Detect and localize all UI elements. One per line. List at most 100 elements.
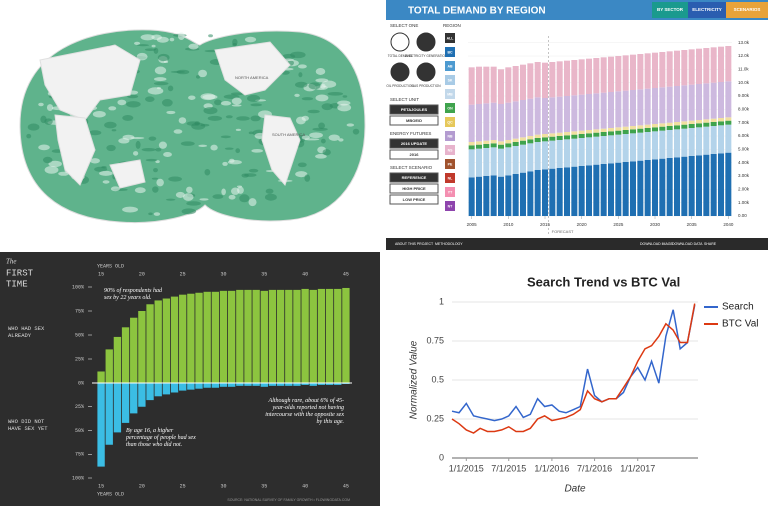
option-button[interactable] (389, 149, 439, 160)
bar-segment (688, 84, 695, 121)
region-button[interactable] (445, 187, 455, 197)
region-button[interactable] (445, 201, 455, 211)
bar-segment (607, 135, 615, 164)
bar-segment (563, 96, 571, 132)
x-tick-label: 2015 (540, 222, 551, 227)
tab[interactable] (652, 2, 688, 18)
region-button[interactable] (445, 173, 455, 183)
map-texture (173, 129, 183, 134)
footer-link[interactable]: ABOUT THIS PROJECT (395, 242, 434, 246)
option-label: 2016 (410, 152, 420, 157)
bar-segment (549, 133, 556, 137)
bar-segment (607, 131, 615, 136)
tab[interactable] (688, 2, 726, 18)
map-texture (315, 154, 327, 159)
map-texture (248, 198, 257, 207)
bar (268, 383, 277, 386)
bar-segment (483, 103, 490, 141)
region-label: BC (447, 50, 453, 54)
bar-segment (725, 152, 732, 216)
bar-segment (475, 141, 483, 145)
bar-segment (725, 117, 732, 121)
bar (268, 289, 277, 383)
x-tick-label: 25 (180, 483, 186, 489)
map-texture (202, 94, 218, 100)
bar (252, 289, 260, 383)
footer-link[interactable]: DOWNLOAD IMAGE (640, 242, 674, 246)
region-button[interactable] (445, 159, 455, 169)
bar-segment (629, 54, 637, 90)
option-button[interactable] (389, 138, 439, 149)
bar-segment (600, 128, 607, 132)
bar-segment (534, 134, 541, 138)
map-texture (40, 115, 47, 124)
option-button[interactable] (389, 194, 439, 205)
bar-segment (563, 60, 571, 96)
bar-segment (644, 132, 651, 160)
option-button[interactable] (389, 172, 439, 183)
map-texture (145, 158, 158, 162)
bar-segment (512, 174, 519, 216)
region-button[interactable] (445, 131, 455, 141)
region-button[interactable] (445, 47, 455, 57)
map-texture (250, 115, 261, 122)
bar (276, 289, 285, 383)
map-texture (48, 160, 62, 168)
bar-segment (483, 66, 490, 104)
map-texture (244, 173, 257, 177)
bar-segment (549, 62, 556, 98)
x-tick-label: 35 (261, 271, 267, 277)
bar-segment (681, 121, 688, 125)
map-texture (248, 168, 259, 173)
bar-segment (710, 122, 717, 126)
bar-segment (666, 51, 673, 87)
tab[interactable] (726, 2, 768, 18)
bar-segment (549, 97, 556, 134)
bar (138, 383, 146, 407)
region-button[interactable] (445, 103, 455, 113)
map-texture (134, 41, 141, 46)
bar-segment (556, 140, 563, 168)
indicator-icon[interactable] (416, 32, 436, 52)
region-button[interactable] (445, 145, 455, 155)
map-texture (321, 103, 333, 111)
bar-segment (527, 136, 534, 140)
map-texture (208, 34, 213, 38)
region-button[interactable] (445, 89, 455, 99)
indicator-icon[interactable] (416, 62, 436, 82)
footer-link[interactable]: DOWNLOAD DATA (672, 242, 703, 246)
y-tick-label: 0.5 (431, 374, 444, 384)
map-texture (220, 101, 232, 106)
dashboard-title: TOTAL DEMAND BY REGION (408, 6, 546, 17)
title-prefix: The (6, 258, 17, 266)
region-label: SK (448, 78, 453, 82)
region-button[interactable] (445, 75, 455, 85)
option-button[interactable] (389, 104, 439, 115)
bar (219, 290, 228, 383)
bar-segment (578, 138, 585, 166)
indicator-icon[interactable] (390, 62, 410, 82)
indicator-icon[interactable] (390, 32, 410, 52)
bar-segment (651, 88, 659, 124)
region-button[interactable] (445, 33, 455, 43)
footer-link[interactable]: SHARE (704, 242, 717, 246)
region-button[interactable] (445, 117, 455, 127)
map-texture (158, 141, 167, 149)
bar-segment (541, 98, 549, 134)
map-texture (203, 107, 218, 115)
bar (293, 383, 301, 386)
bar-segment (527, 63, 534, 99)
bar-segment (725, 46, 732, 82)
bar-segment (512, 138, 519, 142)
region-button[interactable] (445, 61, 455, 71)
bar-segment (666, 130, 673, 158)
option-button[interactable] (389, 183, 439, 194)
footer-link[interactable]: METHODOLOGY (435, 242, 463, 246)
option-button[interactable] (389, 115, 439, 126)
bar-segment (681, 85, 688, 122)
map-texture (328, 134, 340, 141)
bar-segment (505, 102, 512, 140)
map-texture (42, 156, 53, 164)
bar-segment (541, 141, 549, 170)
bar-segment (688, 124, 695, 128)
